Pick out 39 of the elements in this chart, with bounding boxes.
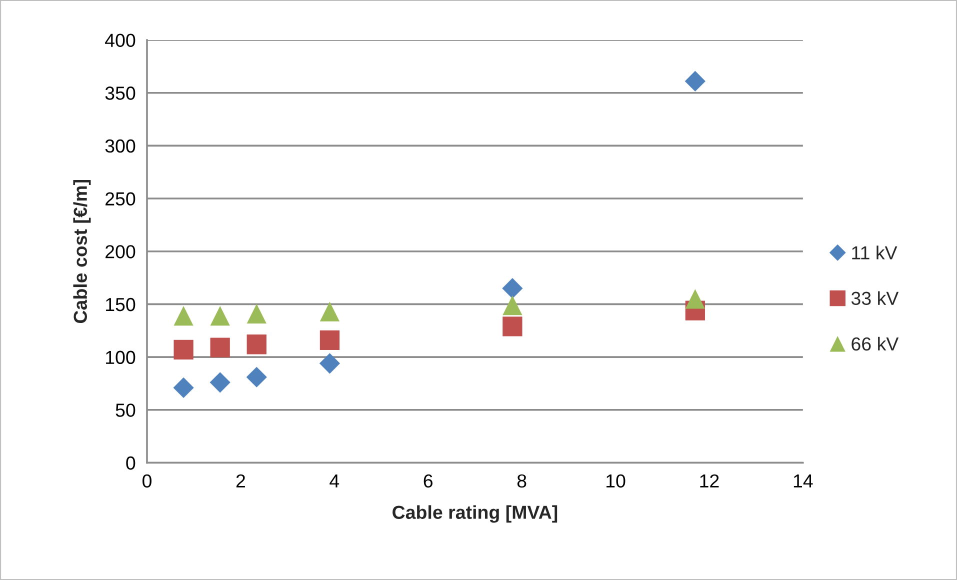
- y-tick-label: 400: [105, 34, 136, 47]
- y-tick-label: 100: [106, 350, 136, 364]
- y-tick-label: 50: [116, 404, 136, 417]
- point: [685, 289, 705, 309]
- y-tick-label: 300: [105, 139, 136, 153]
- point: [319, 353, 340, 374]
- point: [246, 334, 266, 354]
- point: [502, 316, 522, 336]
- x-tick-label: 10: [606, 474, 626, 488]
- point: [210, 338, 230, 358]
- point: [684, 70, 706, 92]
- x-axis-title: Cable rating [MVA]: [392, 505, 558, 523]
- point: [174, 306, 194, 326]
- point: [502, 278, 523, 299]
- point: [246, 366, 267, 388]
- y-axis-title: Cable cost [€/m]: [73, 180, 91, 324]
- point: [173, 377, 194, 398]
- x-tick-label: 8: [517, 474, 526, 488]
- x-tick-label: 6: [424, 474, 432, 488]
- y-tick-label: 200: [106, 245, 136, 258]
- x-tick-label: 2: [236, 474, 245, 488]
- y-tick-label: 250: [106, 192, 136, 206]
- y-tick-label: 350: [105, 86, 136, 100]
- y-tick-label: 0: [126, 456, 136, 470]
- point: [320, 302, 340, 322]
- x-tick-label: 0: [142, 474, 152, 488]
- x-tick-label: 12: [700, 474, 719, 488]
- point: [210, 306, 230, 326]
- legend-label: 11 kV: [852, 246, 898, 260]
- point: [174, 340, 194, 360]
- point: [502, 295, 522, 316]
- x-tick-label: 14: [794, 474, 813, 488]
- point: [320, 330, 340, 350]
- point: [246, 304, 266, 324]
- legend-label: 33 kV: [851, 291, 899, 306]
- point: [210, 372, 230, 393]
- y-tick-label: 150: [106, 298, 136, 312]
- legend-label: 66 kV: [852, 336, 899, 351]
- x-tick-label: 4: [330, 474, 340, 488]
